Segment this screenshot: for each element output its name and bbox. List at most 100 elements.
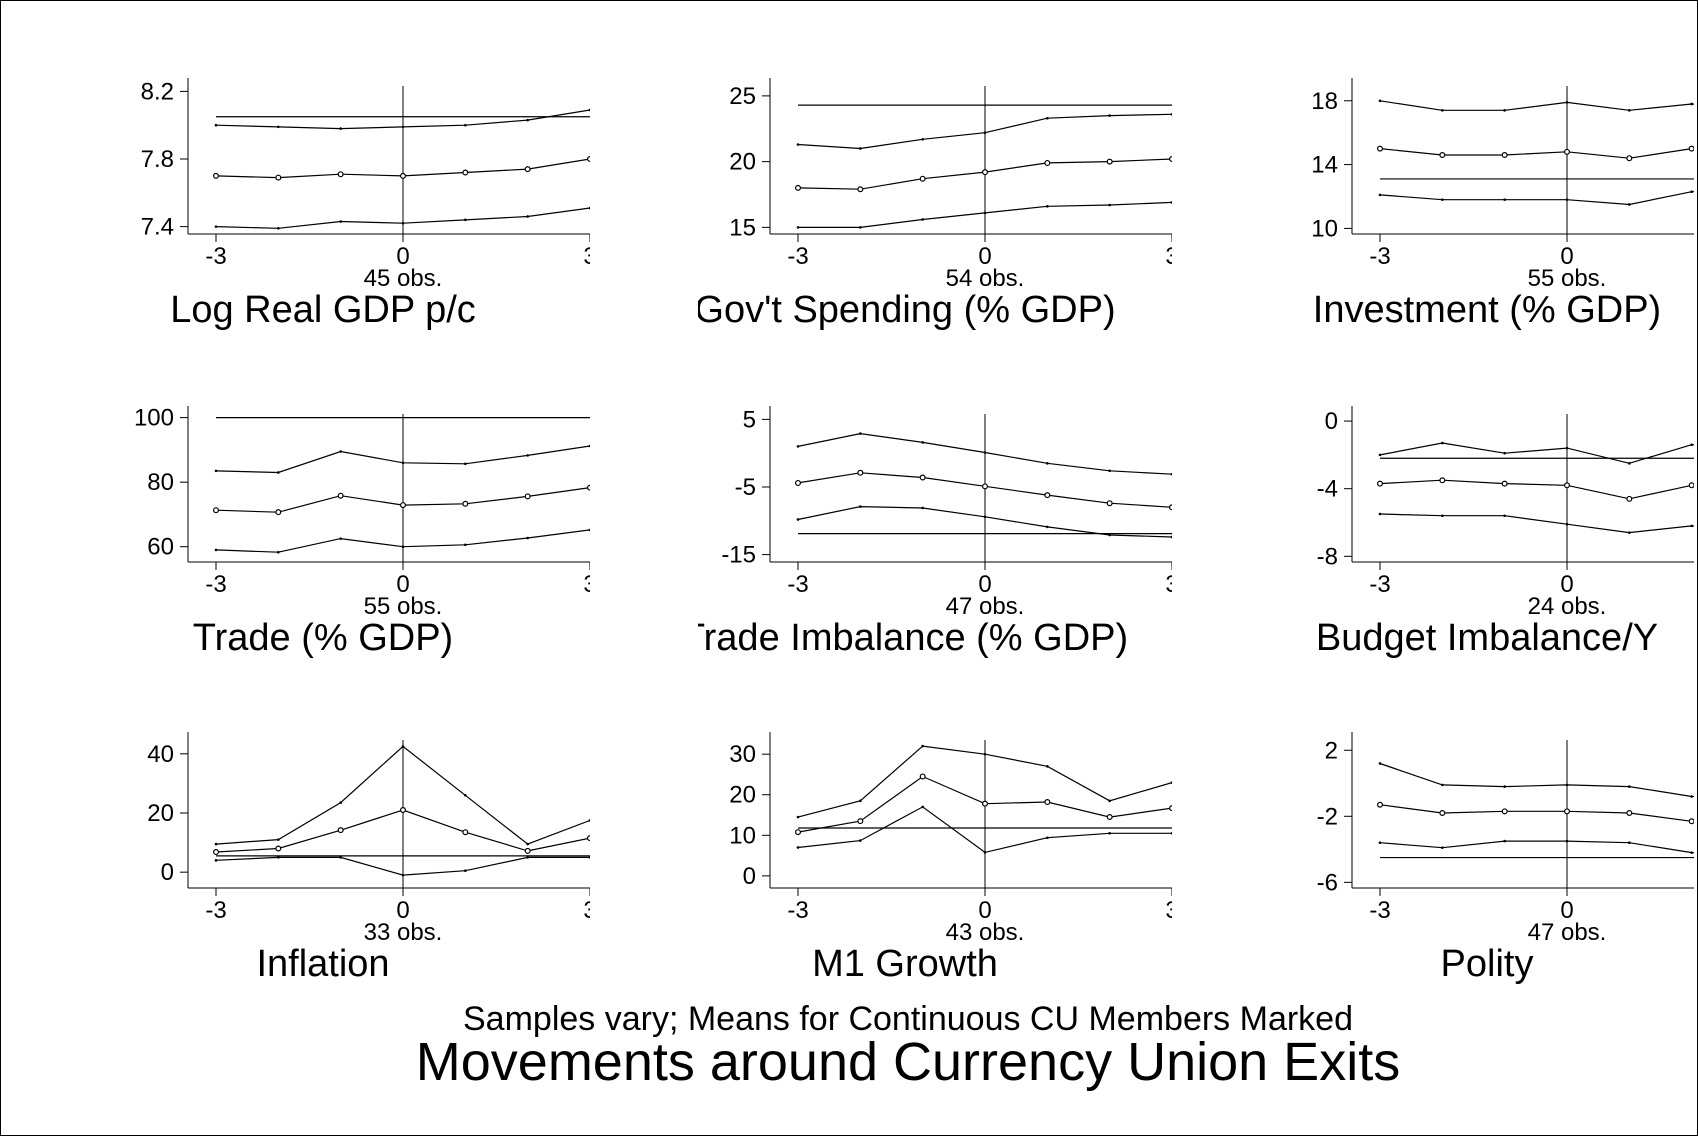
series-point-upper (1441, 783, 1444, 787)
panel-body: 0 20 40 -3 0 3 33 obs.Inflation (147, 732, 590, 985)
y-tick-label: 60 (147, 534, 174, 561)
series-point-lower (1628, 531, 1631, 534)
x-tick-label: 0 (1560, 243, 1573, 270)
panel-3: 60 80 100 -3 0 3 55 obs.Trade (% GDP) (134, 405, 590, 659)
series-point-lower (401, 221, 405, 225)
series-point-upper (1170, 112, 1172, 116)
series-point-mean (857, 186, 864, 193)
series-point-mean (1439, 477, 1446, 484)
y-tick-label: -4 (1317, 476, 1338, 503)
series-point-upper (526, 454, 529, 457)
y-tick-label: 10 (1311, 215, 1338, 242)
series-point-mean (524, 847, 531, 854)
series-point-lower (1441, 514, 1444, 518)
series-point-upper (339, 801, 342, 804)
series-point-mean (587, 484, 590, 491)
series-point-lower (588, 528, 590, 532)
series-point-upper (983, 752, 987, 756)
y-tick-label: 30 (729, 741, 756, 768)
series-point-mean (981, 169, 988, 176)
x-tick-label: -3 (787, 243, 808, 270)
series-point-lower (464, 869, 467, 872)
y-tick-label: 18 (1311, 88, 1338, 115)
series-point-mean (1106, 500, 1113, 507)
series-point-mean (1376, 480, 1383, 487)
panel-0: 7.4 7.8 8.2 -3 0 3 45 obs.Log Real GDP p/c (141, 78, 590, 331)
series-point-upper (526, 842, 529, 846)
series-point-lower (1503, 198, 1506, 201)
series-line-upper (1379, 762, 1694, 798)
series-point-mean (1501, 808, 1508, 815)
series-point-lower (1441, 198, 1444, 201)
series-line-lower (1379, 513, 1694, 534)
series-point-lower (1628, 841, 1631, 845)
series-point-lower (1046, 525, 1049, 529)
series-point-mean (462, 169, 469, 176)
series-point-mean (587, 835, 590, 842)
x-tick-label: 0 (978, 571, 991, 598)
panel-obs-label: 54 obs. (946, 265, 1025, 292)
series-point-lower (921, 506, 924, 510)
panel-title: Gov't Spending (% GDP) (694, 289, 1115, 331)
series-point-mean (1626, 495, 1633, 502)
series-point-upper (1108, 799, 1111, 803)
series-point-mean (794, 829, 801, 836)
x-tick-label: -3 (205, 897, 226, 924)
y-tick-label: -15 (721, 542, 756, 569)
series-point-upper (214, 842, 218, 846)
y-tick-label: 7.8 (141, 146, 174, 173)
series-point-mean (524, 493, 531, 500)
series-line-upper (1379, 442, 1694, 464)
series-point-upper (1108, 469, 1111, 473)
series-point-upper (1628, 462, 1631, 465)
y-tick-label: -2 (1317, 803, 1338, 830)
x-tick-label: -3 (1369, 571, 1390, 598)
series-point-lower (921, 218, 924, 221)
series-point-upper (339, 127, 342, 130)
series-point-lower (401, 873, 405, 877)
figure-title: Movements around Currency Union Exits (416, 1032, 1400, 1092)
series-point-lower (859, 505, 862, 508)
series-point-upper (859, 432, 862, 435)
x-tick-label: 0 (396, 243, 409, 270)
y-tick-label: 100 (134, 405, 174, 432)
series-point-upper (1170, 781, 1172, 784)
x-tick-label: -3 (787, 897, 808, 924)
series-line-lower (1379, 191, 1694, 206)
series-point-lower (464, 218, 467, 222)
series-point-upper (921, 137, 924, 141)
y-tick-label: 2 (1325, 737, 1338, 764)
series-point-mean (981, 483, 988, 490)
series-point-mean (524, 166, 531, 173)
series-point-upper (277, 838, 280, 841)
x-tick-label: 0 (978, 243, 991, 270)
y-tick-label: -8 (1317, 543, 1338, 570)
series-point-lower (796, 518, 800, 521)
y-tick-label: 25 (729, 83, 756, 110)
series-point-lower (214, 548, 218, 552)
y-tick-label: 0 (743, 863, 756, 890)
series-point-lower (464, 543, 467, 547)
panel-4: -15 -5 5 -3 0 3 47 obs.Trade Imbalance (% GDP) (698, 406, 1172, 659)
series-point-mean (1376, 801, 1383, 808)
y-tick-label: 15 (729, 214, 756, 241)
panel-title: Log Real GDP p/c (170, 289, 476, 331)
series-point-mean (1626, 809, 1633, 816)
series-point-mean (1044, 799, 1051, 806)
series-point-upper (1503, 109, 1506, 112)
series-point-lower (983, 851, 987, 854)
y-tick-label: 80 (147, 469, 174, 496)
series-line-mean (1379, 804, 1694, 822)
series-point-upper (1628, 109, 1631, 112)
series-point-mean (1501, 480, 1508, 487)
x-tick-label: -3 (1369, 243, 1390, 270)
series-point-lower (1170, 831, 1172, 835)
series-point-mean (213, 172, 220, 179)
panel-title: Investment (% GDP) (1313, 289, 1661, 331)
panel-body: -15 -5 5 -3 0 3 47 obs.Trade Imbalance (% GDP) (698, 406, 1172, 659)
series-point-upper (214, 469, 218, 473)
series-point-mean (1169, 805, 1172, 812)
